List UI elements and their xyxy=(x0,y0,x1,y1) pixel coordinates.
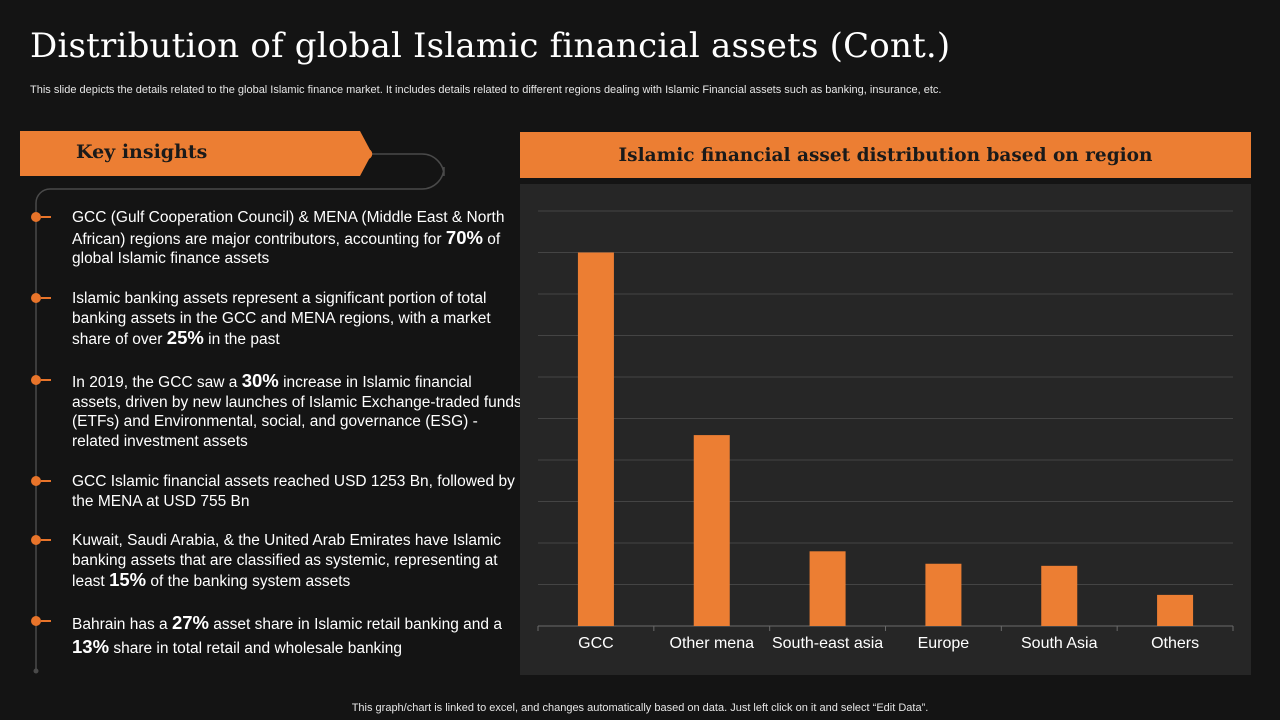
insight-item-3: In 2019, the GCC saw a 30% increase in I… xyxy=(72,370,522,450)
insight-item-2: Islamic banking assets represent a signi… xyxy=(72,290,491,348)
bar-gcc xyxy=(577,252,614,626)
chart-title-bar: Islamic financial asset distribution bas… xyxy=(520,132,1251,178)
bullet-dot xyxy=(31,375,51,385)
bullet-dot xyxy=(31,535,51,545)
bullet-dot xyxy=(31,293,51,303)
bullet-dot xyxy=(31,476,51,486)
bar-europe xyxy=(925,563,962,626)
bar-others xyxy=(1157,594,1194,626)
bar-south-east-asia xyxy=(809,551,846,626)
x-tick-label: Other mena xyxy=(670,635,755,652)
slide-title: Distribution of global Islamic financial… xyxy=(30,26,951,66)
key-insights-heading: Key insights xyxy=(76,141,208,163)
x-tick-label: GCC xyxy=(578,635,614,652)
insight-item-4: GCC Islamic financial assets reached USD… xyxy=(72,473,515,510)
bullet-dot xyxy=(31,616,51,626)
x-tick-label: Others xyxy=(1151,635,1199,652)
bar-chart: GCC Other mena South-east asia Europe South … xyxy=(537,210,1234,652)
insight-item-1: GCC (Gulf Cooperation Council) & MENA (M… xyxy=(72,209,505,267)
chart-panel: GCC Other mena South-east asia Europe South … xyxy=(520,184,1251,675)
insight-item-5: Kuwait, Saudi Arabia, & the United Arab … xyxy=(72,532,502,590)
insight-item-6: Bahrain has a 27% asset share in Islamic… xyxy=(72,612,502,657)
x-tick-label: Europe xyxy=(918,635,970,652)
x-tick-label: South-east asia xyxy=(772,635,883,652)
footer-note: This graph/chart is linked to excel, and… xyxy=(351,702,929,714)
bullet-dot xyxy=(31,212,51,222)
slide-subtitle: This slide depicts the details related t… xyxy=(30,84,942,96)
key-insights-banner: Key insights xyxy=(20,131,372,176)
chart-title: Islamic financial asset distribution bas… xyxy=(618,144,1153,166)
bar-other-mena xyxy=(693,435,730,626)
x-tick-label: South Asia xyxy=(1021,635,1098,652)
bar-south-asia xyxy=(1041,565,1078,626)
